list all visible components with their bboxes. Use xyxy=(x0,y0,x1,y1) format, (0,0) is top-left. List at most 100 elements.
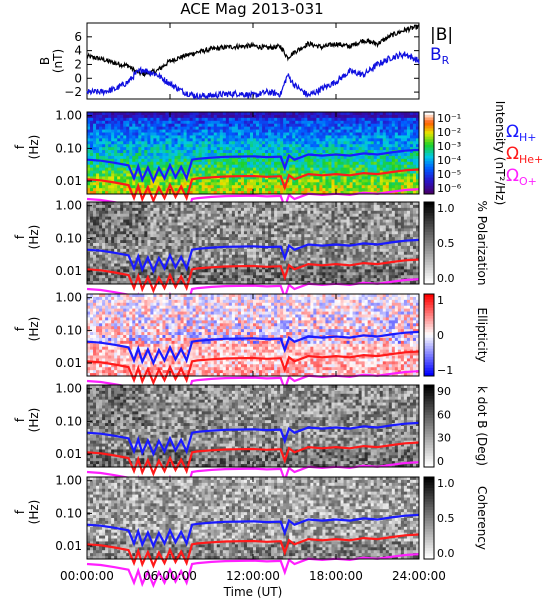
heatmap-cell xyxy=(289,179,292,182)
heatmap-cell xyxy=(310,115,313,118)
heatmap-cell xyxy=(211,162,214,165)
heatmap-cell xyxy=(105,255,108,258)
heatmap-cell xyxy=(196,150,199,153)
heatmap-cell xyxy=(277,159,280,162)
heatmap-cell xyxy=(371,127,374,130)
heatmap-cell xyxy=(90,144,93,147)
heatmap-cell xyxy=(184,147,187,150)
heatmap-cell xyxy=(295,135,298,138)
heatmap-cell xyxy=(404,124,407,127)
heatmap-cell xyxy=(217,144,220,147)
heatmap-cell xyxy=(220,225,223,228)
heatmap-cell xyxy=(168,249,171,252)
heatmap-cell xyxy=(271,261,274,264)
heatmap-cell xyxy=(105,185,108,188)
heatmap-cell xyxy=(217,171,220,174)
heatmap-cell xyxy=(310,121,313,124)
heatmap-cell xyxy=(262,255,265,258)
heatmap-cell xyxy=(108,127,111,130)
heatmap-cell xyxy=(178,138,181,141)
heatmap-cell xyxy=(102,243,105,246)
heatmap-cell xyxy=(265,188,268,191)
heatmap-cell xyxy=(217,124,220,127)
heatmap-cell xyxy=(105,171,108,174)
heatmap-cell xyxy=(93,130,96,133)
heatmap-cell xyxy=(238,249,241,252)
heatmap-cell xyxy=(120,211,123,214)
heatmap-cell xyxy=(307,138,310,141)
heatmap-cell xyxy=(202,214,205,217)
heatmap-cell xyxy=(383,135,386,138)
heatmap-cell xyxy=(247,185,250,188)
heatmap-cell xyxy=(319,182,322,185)
heatmap-cell xyxy=(232,252,235,255)
heatmap-cell xyxy=(256,150,259,153)
heatmap-cell xyxy=(356,176,359,179)
heatmap-cell xyxy=(144,121,147,124)
heatmap-cell xyxy=(199,205,202,208)
heatmap-cell xyxy=(286,121,289,124)
heatmap-cell xyxy=(138,121,141,124)
heatmap-cell xyxy=(111,138,114,141)
heatmap-cell xyxy=(102,115,105,118)
heatmap-cell xyxy=(410,141,413,144)
heatmap-cell xyxy=(374,176,377,179)
heatmap-cell xyxy=(162,246,165,249)
heatmap-cell xyxy=(250,150,253,153)
heatmap-cell xyxy=(196,217,199,220)
heatmap-cell xyxy=(150,156,153,159)
heatmap-cell xyxy=(244,278,247,281)
heatmap-cell xyxy=(256,130,259,133)
heatmap-cell xyxy=(147,243,150,246)
heatmap-cell xyxy=(156,147,159,150)
heatmap-cell xyxy=(235,275,238,278)
heatmap-cell xyxy=(126,159,129,162)
heatmap-cell xyxy=(93,127,96,130)
heatmap-cell xyxy=(108,264,111,267)
heatmap-cell xyxy=(353,165,356,168)
heatmap-cell xyxy=(120,159,123,162)
heatmap-cell xyxy=(117,127,120,130)
heatmap-cell xyxy=(144,220,147,223)
heatmap-cell xyxy=(241,159,244,162)
heatmap-cell xyxy=(344,159,347,162)
heatmap-cell xyxy=(253,261,256,264)
heatmap-cell xyxy=(214,269,217,272)
heatmap-cell xyxy=(153,246,156,249)
heatmap-cell xyxy=(90,162,93,165)
heatmap-cell xyxy=(132,165,135,168)
heatmap-cell xyxy=(256,228,259,231)
heatmap-cell xyxy=(114,115,117,118)
heatmap-cell xyxy=(410,121,413,124)
heatmap-cell xyxy=(93,237,96,240)
heatmap-cell xyxy=(135,237,138,240)
heatmap-cell xyxy=(126,208,129,211)
heatmap-cell xyxy=(265,179,268,182)
heatmap-cell xyxy=(407,156,410,159)
heatmap-cell xyxy=(365,144,368,147)
heatmap-cell xyxy=(353,124,356,127)
heatmap-cell xyxy=(162,153,165,156)
heatmap-cell xyxy=(353,115,356,118)
heatmap-cell xyxy=(150,135,153,138)
heatmap-cell xyxy=(220,269,223,272)
heatmap-cell xyxy=(132,150,135,153)
heatmap-cell xyxy=(259,162,262,165)
heatmap-cell xyxy=(410,138,413,141)
heatmap-cell xyxy=(398,141,401,144)
heatmap-cell xyxy=(105,228,108,231)
heatmap-cell xyxy=(265,159,268,162)
heatmap-cell xyxy=(138,147,141,150)
heatmap-cell xyxy=(347,141,350,144)
heatmap-cell xyxy=(147,228,150,231)
heatmap-cell xyxy=(150,185,153,188)
heatmap-cell xyxy=(214,217,217,220)
heatmap-cell xyxy=(150,214,153,217)
heatmap-cell xyxy=(413,182,416,185)
heatmap-cell xyxy=(90,234,93,237)
heatmap-cell xyxy=(301,165,304,168)
heatmap-cell xyxy=(217,182,220,185)
heatmap-cell xyxy=(111,243,114,246)
heatmap-cell xyxy=(328,144,331,147)
heatmap-cell xyxy=(304,144,307,147)
